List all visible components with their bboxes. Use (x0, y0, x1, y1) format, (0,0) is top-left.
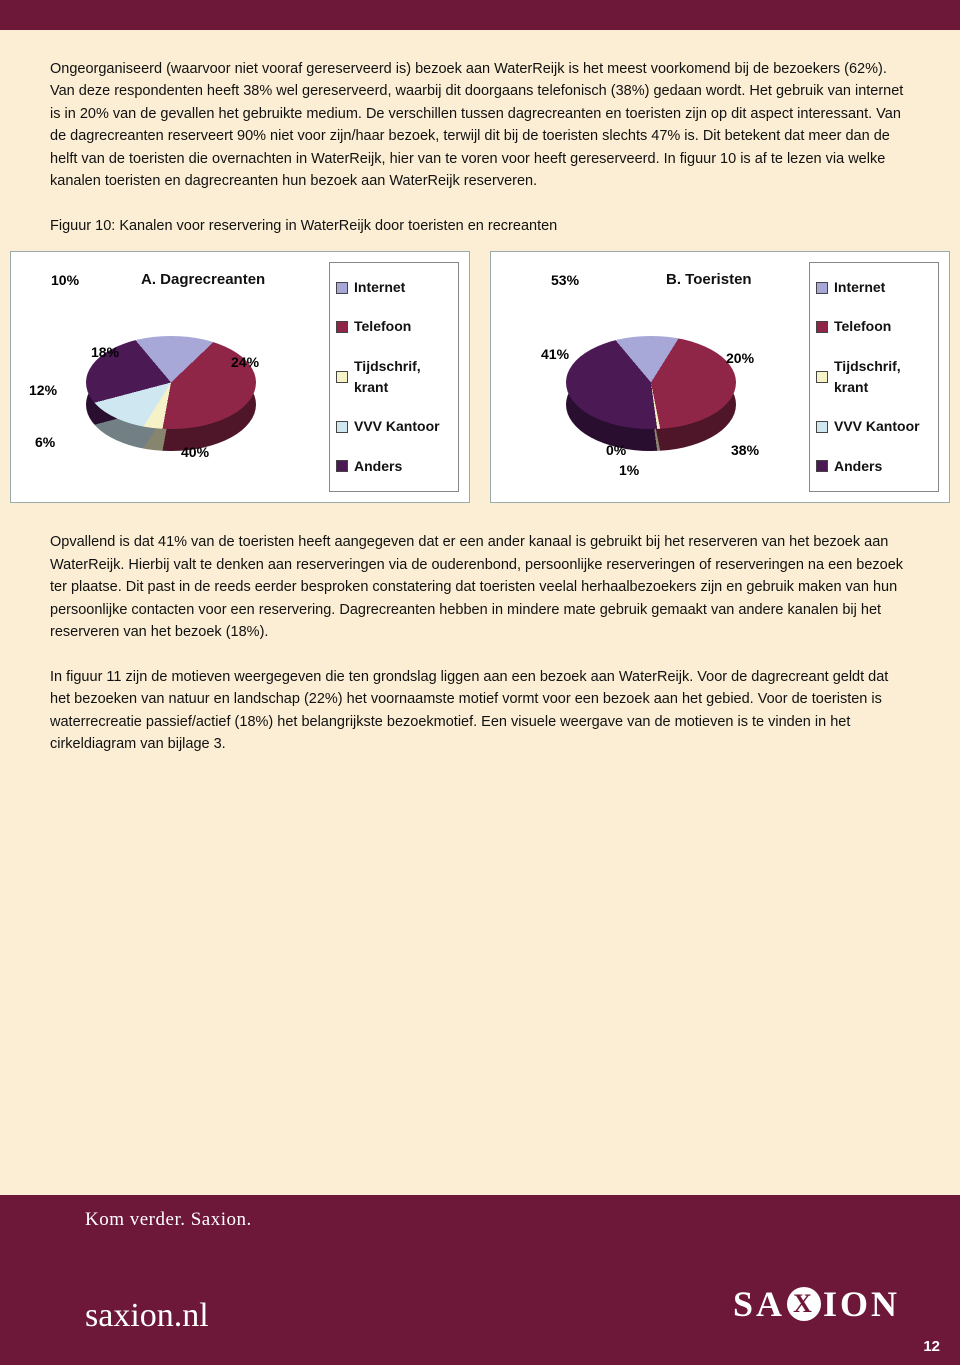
paragraph-3: In figuur 11 zijn de motieven weergegeve… (50, 666, 910, 756)
legend-swatch (816, 421, 828, 433)
legend-label: Anders (834, 456, 882, 478)
legend-label: Internet (834, 277, 885, 299)
logo-x-icon: X (787, 1287, 821, 1321)
footer-logo: SAXION (733, 1283, 900, 1325)
charts-row: A. Dagrecreanten 10% 18% 12% 6% 24% 40% Intern… (10, 251, 950, 503)
page-number: 12 (923, 1338, 940, 1355)
legend-item: VVV Kantoor (816, 416, 932, 438)
pct-label: 1% (619, 460, 639, 482)
pct-label: 40% (181, 442, 209, 464)
top-bar (0, 0, 960, 30)
pct-label: 41% (541, 344, 569, 366)
legend-swatch (816, 321, 828, 333)
chart-a-box: A. Dagrecreanten 10% 18% 12% 6% 24% 40% Intern… (10, 251, 470, 503)
chart-b-pie-area: B. Toeristen 53% 41% 0%1% 20% 38% (501, 262, 809, 492)
pct-label: 20% (726, 348, 754, 370)
chart-title: A. Dagrecreanten (141, 268, 265, 291)
legend-swatch (336, 282, 348, 294)
pct-label: 38% (731, 440, 759, 462)
legend-label: VVV Kantoor (354, 416, 440, 438)
chart-b-box: B. Toeristen 53% 41% 0%1% 20% 38% Internet Tel… (490, 251, 950, 503)
legend-label: Telefoon (354, 316, 411, 338)
legend-swatch (336, 321, 348, 333)
chart-b-legend: Internet Telefoon Tijdschrif, krant VVV Kan… (809, 262, 939, 492)
legend-swatch (336, 371, 348, 383)
logo-left: SA (733, 1283, 785, 1325)
chart-title: B. Toeristen (666, 268, 752, 291)
legend-swatch (816, 460, 828, 472)
pct-label: 12% (29, 380, 57, 402)
legend-label: Telefoon (834, 316, 891, 338)
legend-item: Telefoon (816, 316, 932, 338)
logo-right: ION (823, 1283, 900, 1325)
legend-swatch (816, 371, 828, 383)
footer-brand: saxion.nl (85, 1297, 209, 1335)
legend-item: Tijdschrif, krant (816, 356, 932, 399)
pct-label: 18% (91, 342, 119, 364)
legend-swatch (816, 282, 828, 294)
legend-label: Tijdschrif, krant (354, 356, 452, 399)
legend-label: Tijdschrif, krant (834, 356, 932, 399)
footer-slogan: Kom verder. Saxion. (85, 1209, 252, 1231)
legend-label: Anders (354, 456, 402, 478)
pct-label: 6% (35, 432, 55, 454)
pct-label: 53% (551, 270, 579, 292)
chart-a-legend: Internet Telefoon Tijdschrif, krant VVV Kan… (329, 262, 459, 492)
legend-item: Tijdschrif, krant (336, 356, 452, 399)
pie-top (566, 336, 736, 430)
legend-swatch (336, 460, 348, 472)
legend-item: Anders (336, 456, 452, 478)
figure-caption: Figuur 10: Kanalen voor reservering in W… (50, 215, 910, 237)
legend-item: Internet (336, 277, 452, 299)
legend-item: VVV Kantoor (336, 416, 452, 438)
paragraph-1: Ongeorganiseerd (waarvoor niet vooraf ge… (50, 58, 910, 193)
footer: Kom verder. Saxion. saxion.nl SAXION 12 (0, 1195, 960, 1365)
chart-a-pie-area: A. Dagrecreanten 10% 18% 12% 6% 24% 40% (21, 262, 329, 492)
pct-label: 0% (606, 440, 626, 462)
paragraph-2: Opvallend is dat 41% van de toeristen he… (50, 531, 910, 643)
legend-label: Internet (354, 277, 405, 299)
pct-label: 24% (231, 352, 259, 374)
main-content: Ongeorganiseerd (waarvoor niet vooraf ge… (0, 30, 960, 756)
legend-item: Telefoon (336, 316, 452, 338)
pct-label: 10% (51, 270, 79, 292)
legend-label: VVV Kantoor (834, 416, 920, 438)
legend-item: Anders (816, 456, 932, 478)
legend-swatch (336, 421, 348, 433)
legend-item: Internet (816, 277, 932, 299)
